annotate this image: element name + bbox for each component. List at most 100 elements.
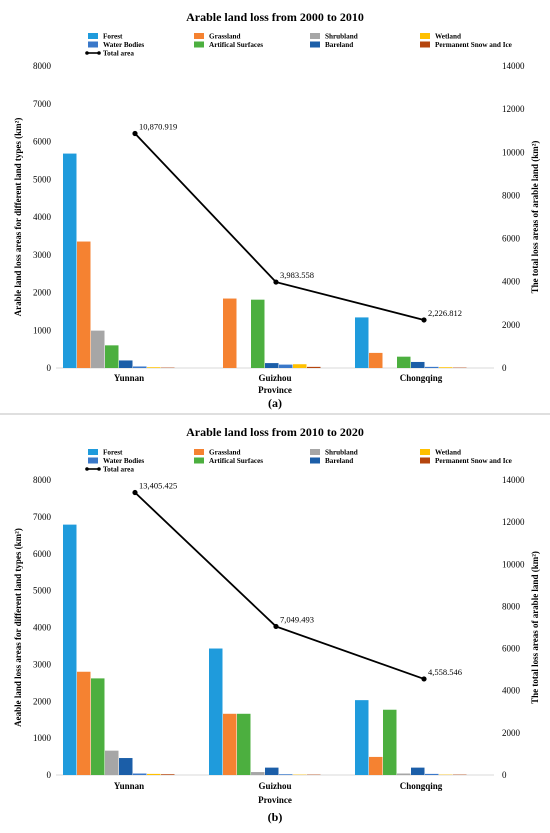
bar-bareland-chongqing xyxy=(411,361,425,368)
y2-tick-label: 4000 xyxy=(502,277,521,287)
legend-swatch-water-bodies xyxy=(88,457,98,464)
legend-swatch-permanent-snow-and-ice xyxy=(420,457,430,464)
bar-water-bodies-yunnan xyxy=(133,773,147,775)
legend-item-grassland: Grassland xyxy=(194,449,241,457)
bars xyxy=(63,524,467,775)
y-tick-label: 0 xyxy=(47,770,52,780)
y2-tick-label: 0 xyxy=(502,770,507,780)
total-area-point-guizhou xyxy=(273,279,279,285)
bar-bareland-yunnan xyxy=(119,758,133,775)
legend-marker xyxy=(85,467,89,471)
legend-label: Grassland xyxy=(209,33,241,41)
y-tick-label: 6000 xyxy=(33,137,52,147)
total-area-data-label: 2,226.812 xyxy=(428,308,462,318)
y-tick-label: 5000 xyxy=(33,586,52,596)
legend-item-total-area: Total area xyxy=(85,466,134,474)
y2-tick-label: 6000 xyxy=(502,644,521,654)
bar-grassland-chongqing xyxy=(369,352,383,368)
y-axis-left: 0 1000 2000 3000 4000 5000 6000 7000 8000 xyxy=(33,61,52,373)
y-tick-label: 8000 xyxy=(33,475,52,485)
total-area-data-label: 3,983.558 xyxy=(280,270,314,280)
legend: Forest Grassland Shrubland Wetland Water Bod… xyxy=(85,449,512,474)
legend-swatch-forest xyxy=(88,449,98,455)
bar-artifical-surfaces-chongqing xyxy=(397,356,411,368)
bar-artifical-surfaces-chongqing xyxy=(383,709,397,775)
legend-swatch-forest xyxy=(88,33,98,39)
x-axis-label: Province xyxy=(258,795,292,805)
y2-tick-label: 2000 xyxy=(502,728,521,738)
legend-item-artifical-surfaces: Artifical Surfaces xyxy=(194,457,263,465)
y-axis-right-label: The total loss areas of arable land (km²… xyxy=(530,551,540,704)
y-tick-label: 7000 xyxy=(33,512,52,522)
y-axis-left-label: Aeable land loss areas for different lan… xyxy=(13,528,23,727)
y-tick-label: 5000 xyxy=(33,174,52,184)
y-tick-label: 3000 xyxy=(33,659,52,669)
legend-label: Wetland xyxy=(435,33,461,41)
bar-grassland-guizhou xyxy=(223,713,237,775)
legend-label: Forest xyxy=(103,33,123,41)
legend-label: Permanent Snow and Ice xyxy=(435,457,512,465)
bars xyxy=(63,153,467,368)
total-area-point-guizhou xyxy=(273,623,279,630)
panel-caption: (a) xyxy=(268,396,282,410)
series-total-area: 13,405.425 7,049.493 4,558.546 xyxy=(132,481,462,682)
y2-tick-label: 2000 xyxy=(502,320,521,330)
y2-tick-label: 10000 xyxy=(502,559,525,569)
bar-shrubland-guizhou xyxy=(251,772,265,775)
bar-wetland-chongqing xyxy=(439,367,453,368)
y-axis-right-label: The total loss areas of arable land (km²… xyxy=(530,141,540,294)
y-axis-left-label: Arable land loss areas for different lan… xyxy=(13,118,23,317)
y2-tick-label: 6000 xyxy=(502,234,521,244)
legend-swatch-artifical-surfaces xyxy=(194,457,204,464)
bar-forest-chongqing xyxy=(355,700,369,775)
total-area-data-label: 4,558.546 xyxy=(428,667,462,677)
bar-bareland-chongqing xyxy=(411,767,425,775)
y2-tick-label: 12000 xyxy=(502,517,525,527)
bar-grassland-yunnan xyxy=(77,671,91,775)
legend-item-grassland: Grassland xyxy=(194,33,241,41)
bar-forest-chongqing xyxy=(355,317,369,368)
legend-label: Bareland xyxy=(325,457,353,465)
bar-wetland-yunnan xyxy=(147,367,161,368)
y-axis-right: 0 2000 4000 6000 8000 10000 12000 14000 xyxy=(502,61,525,373)
bar-artifical-surfaces-guizhou xyxy=(251,299,265,368)
legend-item-water-bodies: Water Bodies xyxy=(88,41,144,49)
chart-title: Arable land loss from 2000 to 2010 xyxy=(186,10,364,24)
y-tick-label: 1000 xyxy=(33,325,52,335)
legend-label: Permanent Snow and Ice xyxy=(435,41,512,49)
y-tick-label: 6000 xyxy=(33,549,52,559)
bar-grassland-chongqing xyxy=(369,756,383,775)
bar-permanent-snow-and-ice-guizhou xyxy=(307,366,321,368)
legend-swatch-grassland xyxy=(194,33,204,39)
bar-bareland-guizhou xyxy=(265,363,279,368)
x-tick-label: Guizhou xyxy=(258,781,291,791)
bar-artifical-surfaces-yunnan xyxy=(91,678,105,775)
y2-tick-label: 14000 xyxy=(502,61,525,71)
bar-bareland-guizhou xyxy=(265,767,279,775)
legend-label: Shrubland xyxy=(325,449,358,457)
bar-wetland-guizhou xyxy=(293,364,307,368)
bar-permanent-snow-and-ice-yunnan xyxy=(161,774,175,775)
legend-label: Forest xyxy=(103,449,123,457)
bar-grassland-yunnan xyxy=(77,241,91,368)
legend-item-forest: Forest xyxy=(88,449,123,457)
legend-swatch-wetland xyxy=(420,33,430,39)
total-area-line xyxy=(134,132,425,321)
y2-tick-label: 12000 xyxy=(502,104,525,114)
legend-label: Total area xyxy=(103,50,134,58)
legend-label: Artifical Surfaces xyxy=(209,457,263,465)
legend-marker xyxy=(85,51,89,55)
legend-item-water-bodies: Water Bodies xyxy=(88,457,144,465)
bar-forest-yunnan xyxy=(63,153,77,368)
total-area-data-label: 7,049.493 xyxy=(280,614,314,624)
chart-panel-a: Arable land loss from 2000 to 2010 Forest… xyxy=(13,10,540,410)
y2-tick-label: 8000 xyxy=(502,601,521,611)
legend-marker xyxy=(97,51,101,55)
total-area-point-yunnan xyxy=(132,489,138,496)
legend-label: Water Bodies xyxy=(103,457,144,465)
legend-item-bareland: Bareland xyxy=(310,41,353,49)
y-axis-left: 0 1000 2000 3000 4000 5000 6000 7000 8000 xyxy=(33,475,52,780)
chart-panel-b: Arable land loss from 2010 to 2020 Forest… xyxy=(13,425,540,824)
